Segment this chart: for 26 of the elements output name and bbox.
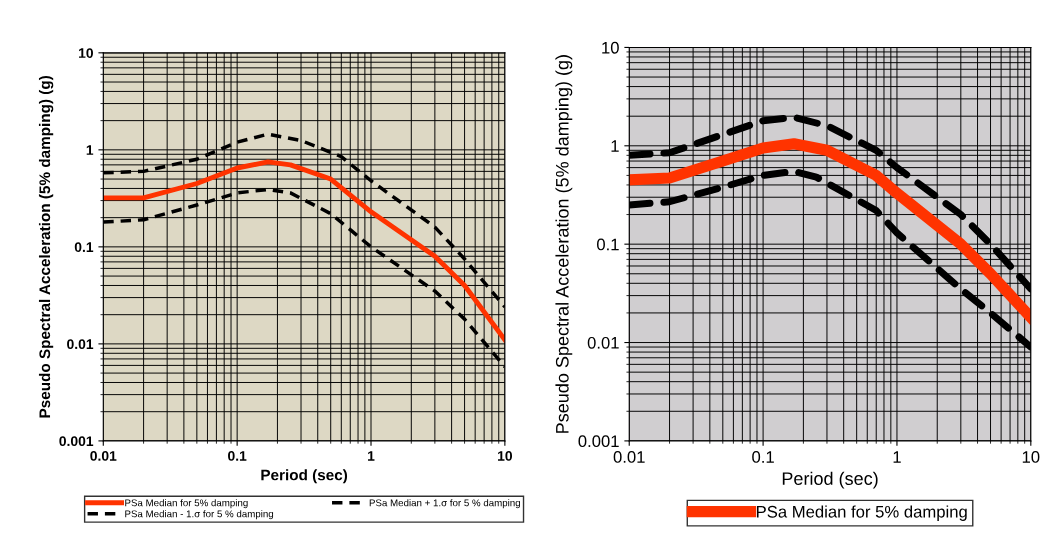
x-tick-label: 10 [1022,451,1040,463]
y-tick-label: 0.001 [578,435,619,448]
y-axis-title: Pseudo Spectral Acceleration (5% damping) (g) [38,75,54,418]
y-axis-title: Pseudo Spectral Acceleration (5% damping) (g) [555,55,573,433]
y-tick-label: 0.01 [587,336,619,349]
x-tick-label: 0.01 [90,450,117,461]
y-tick-label: 10 [602,41,619,54]
y-tick-label: 0.1 [74,242,94,253]
y-tick-label: 10 [79,48,93,58]
y-tick-label: 1 [611,140,619,152]
y-tick-label: 0.01 [67,339,94,350]
x-tick-label: 1 [893,451,901,463]
legend-label: PSa Median for 5% damping [756,505,967,521]
x-tick-label: 1 [368,451,375,461]
y-tick-label: 0.1 [597,238,619,251]
x-tick-label: 0.1 [228,450,247,461]
x-tick-label: 0.1 [752,451,774,463]
y-tick-label: 1 [86,145,94,155]
x-axis-title: Period (sec) [782,471,878,489]
x-tick-label: 0.01 [613,451,645,463]
legend-label: PSa Median - 1.σ for 5 % damping [125,510,274,520]
legend-label: PSa Median + 1.σ for 5 % damping [369,499,520,509]
y-tick-label: 0.001 [59,436,94,447]
x-axis-title: Period (sec) [261,469,348,484]
x-tick-label: 10 [498,450,513,461]
legend-label: PSa Median for 5% damping [125,499,248,509]
